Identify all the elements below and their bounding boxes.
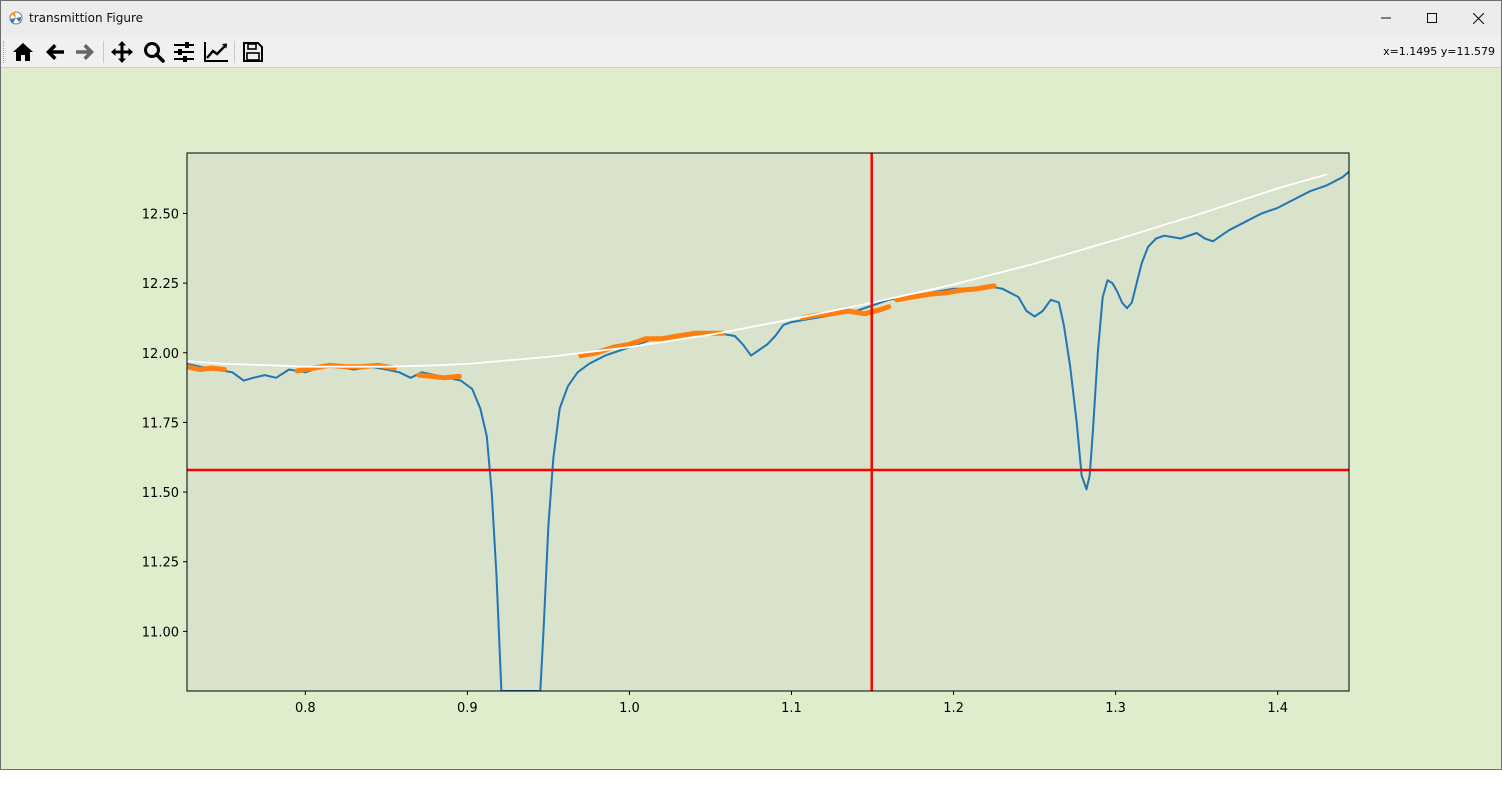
figure-canvas[interactable]: 0.8 0.9 1.0 1.1 1.2 1.3 1.4 11.00 11.25 11.50 11.7… — [1, 68, 1501, 770]
y-tick-label: 12.00 — [142, 347, 179, 362]
home-button[interactable] — [10, 40, 36, 64]
y-tick-label: 12.50 — [142, 207, 179, 222]
x-tick-label: 1.0 — [619, 701, 640, 716]
x-tick-label: 0.8 — [295, 701, 316, 716]
close-icon — [1472, 12, 1484, 24]
matplotlib-app-icon — [8, 10, 24, 26]
line-chart-icon — [204, 42, 228, 62]
y-tick-label: 12.25 — [142, 277, 179, 292]
y-tick-label: 11.50 — [142, 486, 179, 501]
pan-button[interactable] — [109, 40, 135, 64]
selected-points-segment — [416, 372, 462, 381]
toolbar-grip — [3, 41, 7, 63]
subplots-button[interactable] — [171, 40, 197, 64]
arrow-left-icon — [46, 44, 64, 60]
maximize-icon — [1427, 13, 1437, 23]
back-button[interactable] — [42, 40, 68, 64]
x-tick-label: 0.9 — [457, 701, 478, 716]
arrow-right-icon — [76, 44, 94, 60]
x-tick-label: 1.3 — [1105, 701, 1126, 716]
axes-background[interactable] — [187, 153, 1349, 691]
toolbar-separator — [103, 41, 104, 63]
floppy-disk-icon — [243, 42, 263, 62]
minimize-button[interactable] — [1363, 1, 1409, 35]
close-button[interactable] — [1455, 1, 1501, 35]
magnifier-icon — [144, 42, 165, 63]
maximize-button[interactable] — [1409, 1, 1455, 35]
save-button[interactable] — [240, 40, 266, 64]
selected-points-segment — [894, 283, 997, 303]
home-icon — [13, 43, 33, 61]
x-tick-label: 1.1 — [781, 701, 802, 716]
x-tick-label: 1.2 — [943, 701, 964, 716]
move-icon — [111, 41, 133, 63]
customize-button[interactable] — [203, 40, 229, 64]
title-bar: transmittion Figure — [1, 1, 1501, 35]
fit-curve-line — [187, 173, 1328, 368]
y-tick-label: 11.25 — [142, 556, 179, 571]
cursor-coordinates: x=1.1495 y=11.579 — [1383, 45, 1495, 58]
selected-points-segment — [187, 364, 227, 372]
minimize-icon — [1381, 17, 1391, 19]
window-title: transmittion Figure — [29, 11, 144, 25]
sliders-icon — [174, 42, 194, 62]
x-tick-label: 1.4 — [1267, 701, 1288, 716]
zoom-button[interactable] — [141, 40, 167, 64]
toolbar-separator — [234, 41, 235, 63]
y-tick-label: 11.00 — [142, 625, 179, 640]
y-tick-label: 11.75 — [142, 416, 179, 431]
navigation-toolbar: x=1.1495 y=11.579 — [1, 35, 1501, 68]
forward-button[interactable] — [72, 40, 98, 64]
figure-window: transmittion Figure — [0, 0, 1502, 770]
